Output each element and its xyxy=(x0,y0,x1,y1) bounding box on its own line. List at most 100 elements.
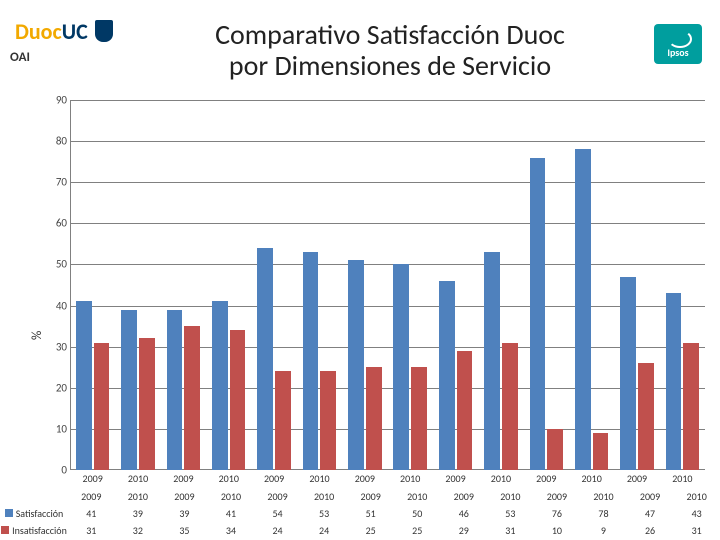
bar-group xyxy=(478,100,523,470)
table-cell: 31 xyxy=(68,522,115,539)
x-tick-label: 2010 xyxy=(297,472,342,485)
bar-group xyxy=(433,100,478,470)
y-axis-label: % xyxy=(30,331,45,340)
page-title: Comparativo Satisfacción Duoc por Dimens… xyxy=(15,10,705,82)
x-tick-label: 2009 xyxy=(251,472,296,485)
bar xyxy=(439,281,455,470)
bar-columns xyxy=(70,100,705,470)
table-header-cell: 2010 xyxy=(580,490,627,505)
bar xyxy=(366,367,382,470)
legend-swatch xyxy=(1,526,9,534)
bar xyxy=(167,310,183,470)
y-tick: 0 xyxy=(43,464,67,477)
title-line-2: por Dimensiones de Servicio xyxy=(229,48,551,83)
table-cell: 39 xyxy=(115,505,162,522)
x-tick-label: 2010 xyxy=(660,472,705,485)
bar xyxy=(303,252,319,470)
x-tick-label: 2009 xyxy=(524,472,569,485)
bar xyxy=(393,264,409,470)
series-label: Insatisfacción xyxy=(0,522,68,539)
table-header-cell: 2009 xyxy=(254,490,301,505)
bar-group xyxy=(660,100,705,470)
bar-group xyxy=(251,100,296,470)
table-header-cell: 2009 xyxy=(534,490,581,505)
table-header-cell: 2010 xyxy=(115,490,162,505)
table-header-cell: 2009 xyxy=(68,490,115,505)
bar xyxy=(575,149,591,470)
x-axis-labels: 2009201020092010200920102009201020092010… xyxy=(70,472,705,485)
x-tick-label: 2010 xyxy=(569,472,614,485)
bar xyxy=(76,301,92,470)
table-header-cell: 2009 xyxy=(441,490,488,505)
table-header-cell: 2010 xyxy=(487,490,534,505)
bar xyxy=(348,260,364,470)
table-cell: 32 xyxy=(115,522,162,539)
table-cell: 24 xyxy=(254,522,301,539)
x-tick-label: 2009 xyxy=(161,472,206,485)
table-header-cell: 2010 xyxy=(208,490,255,505)
bar xyxy=(457,351,473,470)
logo-text-uc: UC xyxy=(62,18,88,45)
bar xyxy=(212,301,228,470)
bar xyxy=(530,158,546,470)
table-header-cell: 2009 xyxy=(627,490,674,505)
bar-group xyxy=(206,100,251,470)
table-cell: 31 xyxy=(487,522,534,539)
table-cell: 39 xyxy=(161,505,208,522)
table-cell: 25 xyxy=(347,522,394,539)
x-tick-label: 2009 xyxy=(70,472,115,485)
bar-group xyxy=(569,100,614,470)
bar-group xyxy=(161,100,206,470)
table-cell: 46 xyxy=(441,505,488,522)
bar xyxy=(94,343,110,470)
x-tick-label: 2009 xyxy=(614,472,659,485)
bar-group xyxy=(297,100,342,470)
table-cell: 24 xyxy=(301,522,348,539)
bar xyxy=(666,293,682,470)
x-tick-label: 2010 xyxy=(206,472,251,485)
table-corner xyxy=(0,490,68,505)
x-tick-label: 2010 xyxy=(388,472,433,485)
table-cell: 35 xyxy=(161,522,208,539)
bar xyxy=(593,433,609,470)
bar-group xyxy=(342,100,387,470)
crest-icon xyxy=(95,20,113,42)
table-cell: 51 xyxy=(347,505,394,522)
table-cell: 41 xyxy=(208,505,255,522)
bar xyxy=(620,277,636,470)
table-header-cell: 2010 xyxy=(673,490,720,505)
logo-duocuc: DuocUC xyxy=(15,18,113,45)
table-cell: 41 xyxy=(68,505,115,522)
bar-group xyxy=(524,100,569,470)
bar xyxy=(184,326,200,470)
table-header-cell: 2009 xyxy=(347,490,394,505)
table-row: Insatisfacción31323534242425252931109263… xyxy=(0,522,720,539)
table-cell: 34 xyxy=(208,522,255,539)
ipsos-logo: Ipsos xyxy=(654,24,702,64)
table-cell: 53 xyxy=(301,505,348,522)
x-tick-label: 2009 xyxy=(433,472,478,485)
y-tick: 40 xyxy=(43,299,67,312)
bar-group xyxy=(614,100,659,470)
table-header-cell: 2010 xyxy=(301,490,348,505)
title-line-1: Comparativo Satisfacción Duoc xyxy=(215,17,565,52)
table-header-row: 2009201020092010200920102009201020092010… xyxy=(0,490,720,505)
bar-group xyxy=(115,100,160,470)
y-tick: 90 xyxy=(43,94,67,107)
table-row: Satisfacción4139394154535150465376784743 xyxy=(0,505,720,522)
y-tick: 60 xyxy=(43,217,67,230)
y-tick: 20 xyxy=(43,381,67,394)
bar xyxy=(275,371,291,470)
table-cell: 50 xyxy=(394,505,441,522)
bar xyxy=(411,367,427,470)
table-cell: 76 xyxy=(534,505,581,522)
bar xyxy=(638,363,654,470)
table-header-cell: 2010 xyxy=(394,490,441,505)
bar xyxy=(230,330,246,470)
legend-swatch xyxy=(5,509,13,517)
oai-label: OAI xyxy=(10,50,30,65)
bar xyxy=(502,343,518,470)
table-cell: 26 xyxy=(627,522,674,539)
bar-chart: % 0102030405060708090 200920102009201020… xyxy=(40,100,705,470)
bar xyxy=(139,338,155,470)
